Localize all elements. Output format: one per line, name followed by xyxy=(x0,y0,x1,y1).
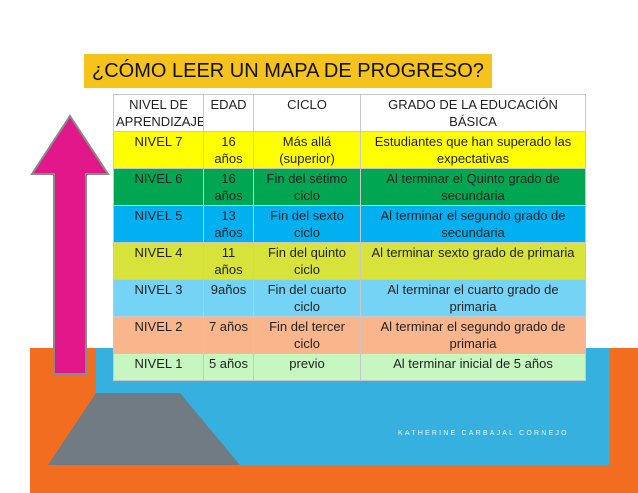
author-footer: KATHERINE CARBAJAL CORNEJO xyxy=(398,430,569,437)
cell-nivel: NIVEL 6 xyxy=(113,168,204,206)
cell-grado: Al terminar inicial de 5 años xyxy=(360,353,586,381)
cell-grado: Al terminar el segundo grado de secundar… xyxy=(360,205,586,243)
cell-ciclo: Fin del quinto ciclo xyxy=(253,242,361,280)
cell-grado: Al terminar el Quinto grado de secundari… xyxy=(360,168,586,206)
progress-arrow-icon xyxy=(30,114,110,375)
cell-nivel: NIVEL 2 xyxy=(113,316,204,354)
table-row: NIVEL 5 13 años Fin del sexto ciclo Al t… xyxy=(113,205,586,243)
cell-nivel: NIVEL 5 xyxy=(113,205,204,243)
cell-grado: Al terminar el cuarto grado de primaria xyxy=(360,279,586,317)
cell-edad: 16 años xyxy=(203,131,254,169)
cell-edad: 13 años xyxy=(203,205,254,243)
table-row: NIVEL 2 7 años Fin del tercer ciclo Al t… xyxy=(113,316,586,354)
table-header-row: NIVEL DE APRENDIZAJE EDAD CICLO GRADO DE… xyxy=(113,94,586,132)
cell-edad: 5 años xyxy=(203,353,254,381)
cell-ciclo: Fin del tercer ciclo xyxy=(253,316,361,354)
cell-nivel: NIVEL 4 xyxy=(113,242,204,280)
cell-ciclo: previo xyxy=(253,353,361,381)
header-ciclo: CICLO xyxy=(253,94,361,132)
cell-grado: Al terminar el segundo grado de primaria xyxy=(360,316,586,354)
cell-ciclo: Fin del sétimo ciclo xyxy=(253,168,361,206)
header-grado: GRADO DE LA EDUCACIÓN BÁSICA xyxy=(360,94,586,132)
cell-edad: 16 años xyxy=(203,168,254,206)
cell-ciclo: Más allá (superior) xyxy=(253,131,361,169)
table-row: NIVEL 6 16 años Fin del sétimo ciclo Al … xyxy=(113,168,586,206)
cell-ciclo: Fin del sexto ciclo xyxy=(253,205,361,243)
cell-grado: Al terminar sexto grado de primaria xyxy=(360,242,586,280)
cell-ciclo: Fin del cuarto ciclo xyxy=(253,279,361,317)
progress-map-table: NIVEL DE APRENDIZAJE EDAD CICLO GRADO DE… xyxy=(113,94,586,381)
cell-edad: 9años xyxy=(203,279,254,317)
cell-nivel: NIVEL 7 xyxy=(113,131,204,169)
table-row: NIVEL 7 16 años Más allá (superior) Estu… xyxy=(113,131,586,169)
bg-gray-trapezoid xyxy=(48,393,240,465)
cell-nivel: NIVEL 3 xyxy=(113,279,204,317)
cell-edad: 11 años xyxy=(203,242,254,280)
table-row: NIVEL 1 5 años previo Al terminar inicia… xyxy=(113,353,586,381)
cell-edad: 7 años xyxy=(203,316,254,354)
header-edad: EDAD xyxy=(203,94,254,132)
cell-nivel: NIVEL 1 xyxy=(113,353,204,381)
table-row: NIVEL 4 11 años Fin del quinto ciclo Al … xyxy=(113,242,586,280)
table-row: NIVEL 3 9años Fin del cuarto ciclo Al te… xyxy=(113,279,586,317)
cell-grado: Estudiantes que han superado las expecta… xyxy=(360,131,586,169)
header-nivel: NIVEL DE APRENDIZAJE xyxy=(113,94,204,132)
page-title: ¿CÓMO LEER UN MAPA DE PROGRESO? xyxy=(84,54,492,88)
